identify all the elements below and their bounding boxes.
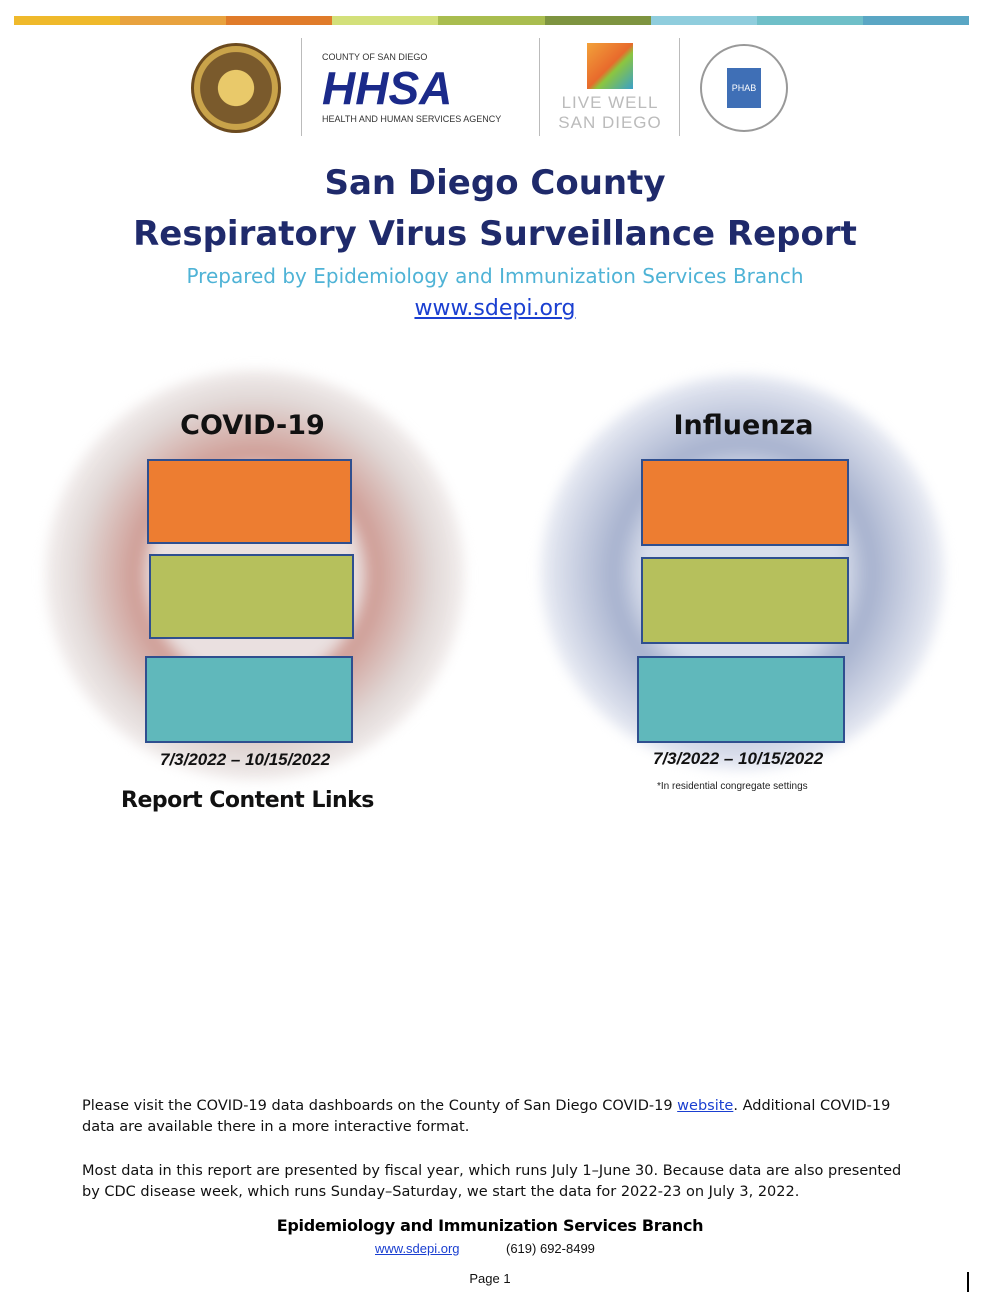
covid-heading: COVID-19 <box>180 410 325 441</box>
influenza-orange-box <box>641 459 849 546</box>
color-bar-segment <box>650 16 757 25</box>
county-seal-logo <box>188 38 283 138</box>
note-text: . Additional COVID-19 data are available… <box>82 1098 891 1135</box>
dashboard-note: Please visit the COVID-19 data dashboard… <box>82 1096 912 1138</box>
influenza-footnote: *In residential congregate settings <box>657 781 808 792</box>
color-bar-segment <box>120 16 227 25</box>
color-bar-segment <box>14 16 121 25</box>
divider <box>301 38 302 136</box>
color-bar <box>14 16 969 25</box>
footer-sdepi-link[interactable]: www.sdepi.org <box>375 1241 460 1256</box>
color-bar-segment <box>756 16 863 25</box>
color-bar-segment <box>226 16 333 25</box>
title-line-2: Respiratory Virus Surveillance Report <box>133 214 857 254</box>
hhsa-top-text: COUNTY OF SAN DIEGO <box>322 52 428 62</box>
fiscal-year-note: Most data in this report are presented b… <box>82 1163 902 1200</box>
sdepi-link[interactable]: www.sdepi.org <box>414 296 576 321</box>
report-content-links-heading: Report Content Links <box>121 788 374 813</box>
covid-date-range: 7/3/2022 – 10/15/2022 <box>160 750 331 769</box>
footer-phone: (619) 692-8499 <box>506 1241 595 1256</box>
color-bar-segment <box>332 16 439 25</box>
subtitle: Prepared by Epidemiology and Immunizatio… <box>186 264 804 288</box>
text-cursor <box>967 1272 969 1292</box>
hhsa-logo: COUNTY OF SAN DIEGO HHSA HEALTH AND HUMA… <box>322 38 522 138</box>
page-number: Page 1 <box>469 1271 511 1286</box>
live-well-logo: LIVE WELL SAN DIEGO <box>555 38 665 138</box>
divider <box>539 38 540 136</box>
influenza-green-box <box>641 557 849 644</box>
phab-text: PHAB <box>727 68 761 108</box>
note-text: Please visit the COVID-19 data dashboard… <box>82 1098 678 1114</box>
covid-orange-box <box>147 459 352 544</box>
divider <box>679 38 680 136</box>
color-bar-segment <box>438 16 545 25</box>
phab-logo: PHAB <box>698 38 790 138</box>
influenza-teal-box <box>637 656 845 743</box>
influenza-heading: Influenza <box>673 410 814 441</box>
hhsa-main-text: HHSA <box>322 62 453 114</box>
live-well-text: LIVE WELL SAN DIEGO <box>558 93 662 132</box>
website-link[interactable]: website <box>677 1098 734 1114</box>
influenza-date-range: 7/3/2022 – 10/15/2022 <box>653 749 824 768</box>
covid-teal-box <box>145 656 353 743</box>
covid-green-box <box>149 554 354 639</box>
color-bar-segment <box>544 16 651 25</box>
color-bar-segment <box>862 16 969 25</box>
hhsa-bottom-text: HEALTH AND HUMAN SERVICES AGENCY <box>322 114 502 124</box>
footer-branch: Epidemiology and Immunization Services B… <box>276 1216 704 1235</box>
title-line-1: San Diego County <box>324 163 666 203</box>
